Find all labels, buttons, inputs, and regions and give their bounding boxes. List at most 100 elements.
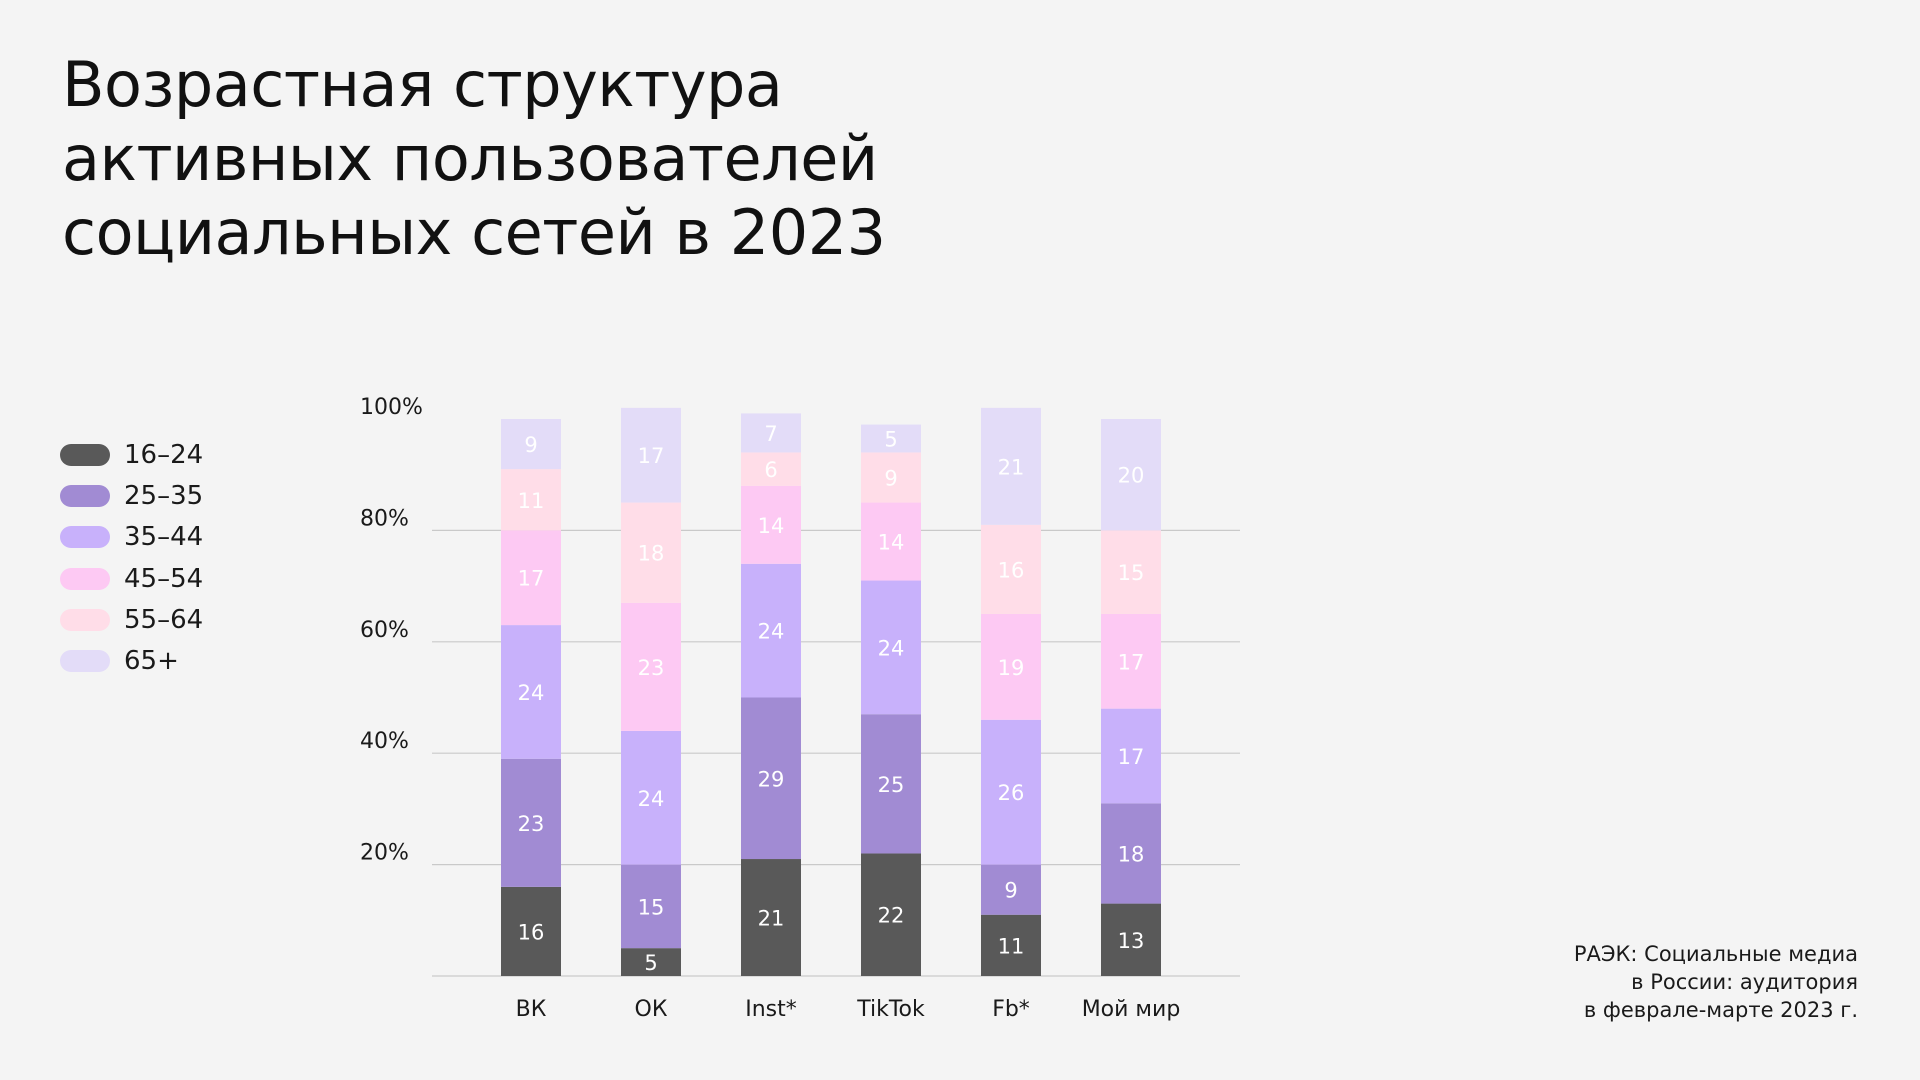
bar-value-label: 13 — [1118, 929, 1145, 953]
page-title: Возрастная структура активных пользовате… — [62, 48, 886, 270]
bar-segment — [861, 452, 921, 503]
bar-value-label: 5 — [884, 427, 897, 451]
y-tick-label: 80% — [360, 506, 409, 531]
bar-segment — [861, 580, 921, 715]
bar-segment — [981, 613, 1041, 720]
bar-value-label: 17 — [1118, 745, 1145, 769]
bar-segment — [621, 730, 681, 865]
bar-value-label: 17 — [518, 567, 545, 591]
bar-segment — [1101, 803, 1161, 904]
title-line-3: социальных сетей в 2023 — [62, 196, 886, 269]
bar-segment — [861, 853, 921, 976]
x-category-label: ВК — [516, 997, 547, 1022]
legend-item: 25–35 — [60, 475, 203, 516]
bar-segment — [621, 602, 681, 731]
bar-value-label: 24 — [638, 787, 665, 811]
bar-segment — [501, 886, 561, 976]
bar-value-label: 16 — [518, 920, 545, 944]
bar-segment — [741, 485, 801, 564]
bar-segment — [861, 714, 921, 854]
bar-segment — [621, 502, 681, 603]
labels: 20% 40% 60% 80% 100% 16 23 24 17 11 9 ВК 5 15 24 23 18 17… — [360, 395, 1180, 1022]
bar-value-label: 21 — [758, 907, 785, 931]
title-line-2: активных пользователей — [62, 122, 878, 195]
bar-value-label: 7 — [764, 422, 777, 446]
bar-value-label: 18 — [1118, 842, 1145, 866]
legend-item: 45–54 — [60, 558, 203, 599]
bar-value-label: 20 — [1118, 464, 1145, 488]
bar-segment — [621, 948, 681, 976]
bar-segment — [1101, 708, 1161, 804]
bar-segment — [1101, 530, 1161, 614]
bar-segment — [501, 419, 561, 470]
legend-swatch — [60, 484, 110, 507]
bar-segment — [1101, 419, 1161, 531]
x-category-label: Inst* — [745, 997, 797, 1022]
bar-segment — [621, 864, 681, 949]
bar-segment — [741, 413, 801, 453]
bar-value-label: 15 — [638, 895, 665, 919]
y-tick-label: 20% — [360, 841, 409, 866]
bar-value-label: 29 — [758, 767, 785, 791]
bar-value-label: 9 — [1004, 879, 1017, 903]
y-tick-label: 60% — [360, 618, 409, 643]
bar-segment — [621, 407, 681, 503]
bar-value-label: 17 — [638, 444, 665, 468]
bar-value-label: 9 — [524, 433, 537, 457]
legend-swatch — [60, 567, 110, 590]
bar-value-label: 19 — [998, 656, 1025, 680]
bar-segment — [741, 859, 801, 976]
legend-swatch — [60, 443, 110, 466]
bar-value-label: 17 — [1118, 650, 1145, 674]
bar-value-label: 24 — [758, 620, 785, 644]
bar-segment — [741, 452, 801, 486]
bar-segment — [981, 864, 1041, 915]
legend-label: 16–24 — [124, 439, 204, 470]
bar-value-label: 6 — [764, 458, 777, 482]
bar-value-label: 11 — [998, 934, 1025, 958]
bar-value-label: 26 — [998, 781, 1025, 805]
bar-segment — [501, 758, 561, 887]
bar-segment — [741, 697, 801, 860]
y-tick-label: 100% — [360, 395, 423, 420]
bar-value-label: 18 — [638, 542, 665, 566]
legend-swatch — [60, 608, 110, 631]
bar-value-label: 22 — [878, 904, 905, 928]
bar-segment — [1101, 613, 1161, 709]
x-category-label: TikTok — [856, 997, 925, 1022]
bar-segment — [981, 524, 1041, 614]
source-line-1: РАЭК: Социальные медиа — [1573, 942, 1858, 966]
legend-label: 55–64 — [124, 604, 204, 635]
bar-value-label: 11 — [518, 489, 545, 513]
bar-segment — [981, 914, 1041, 976]
legend-label: 35–44 — [124, 522, 204, 553]
bar-value-label: 15 — [1118, 561, 1145, 585]
legend-item: 65+ — [60, 640, 203, 681]
legend-item: 55–64 — [60, 599, 203, 640]
bar-value-label: 16 — [998, 558, 1025, 582]
legend-label: 65+ — [124, 646, 179, 677]
x-category-label: Fb* — [992, 997, 1030, 1022]
bar-value-label: 14 — [758, 514, 785, 538]
chart-legend: 16–24 25–35 35–44 45–54 55–64 65+ — [60, 434, 203, 682]
bar-segment — [501, 530, 561, 626]
bar-value-label: 9 — [884, 466, 897, 490]
bar-segment — [501, 469, 561, 531]
bar-value-label: 23 — [638, 656, 665, 680]
bar-value-label: 21 — [998, 455, 1025, 479]
legend-item: 35–44 — [60, 517, 203, 558]
bar-value-label: 24 — [518, 681, 545, 705]
legend-swatch — [60, 650, 110, 673]
bars — [501, 407, 1161, 976]
bar-value-label: 24 — [878, 636, 905, 660]
bar-value-label: 14 — [878, 531, 905, 555]
bar-segment — [501, 625, 561, 759]
legend-label: 25–35 — [124, 480, 204, 511]
bar-segment — [1101, 903, 1161, 976]
bar-value-label: 5 — [644, 951, 657, 975]
bar-segment — [861, 424, 921, 453]
title-line-1: Возрастная структура — [62, 48, 783, 121]
source-line-3: в феврале-марте 2023 г. — [1583, 998, 1858, 1022]
